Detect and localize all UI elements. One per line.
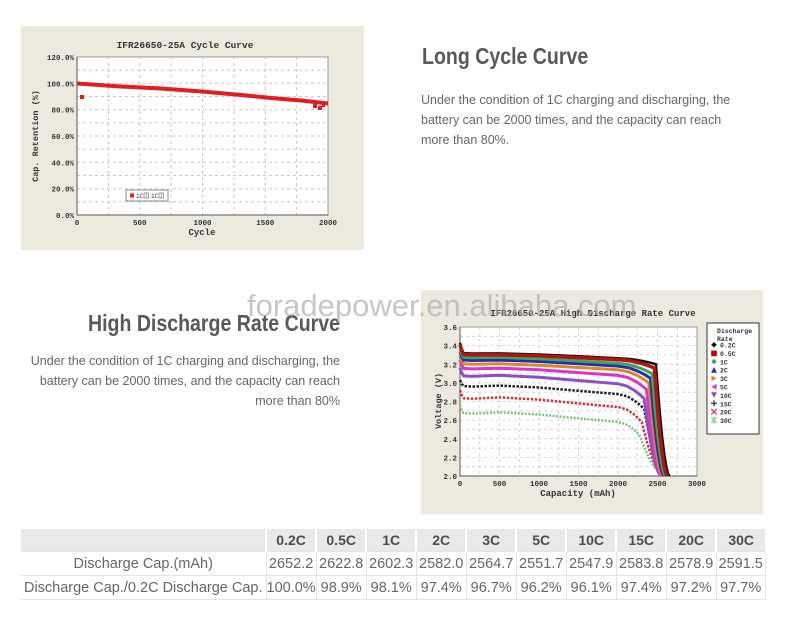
svg-text:Voltage (V): Voltage (V)	[434, 373, 444, 429]
svg-text:1000: 1000	[530, 481, 549, 489]
svg-text:2.0: 2.0	[443, 474, 457, 482]
svg-text:80.0%: 80.0%	[51, 108, 74, 116]
svg-text:500: 500	[133, 220, 147, 228]
svg-text:10C: 10C	[720, 393, 732, 400]
svg-text:30C: 30C	[720, 418, 732, 425]
svg-text:3.0: 3.0	[443, 381, 457, 389]
svg-text:0.2C: 0.2C	[720, 343, 736, 350]
svg-text:60.0%: 60.0%	[51, 134, 74, 142]
svg-text:1500: 1500	[569, 481, 588, 489]
svg-text:500: 500	[493, 481, 507, 489]
svg-text:Capacity (mAh): Capacity (mAh)	[540, 489, 616, 499]
svg-text:0: 0	[458, 481, 463, 489]
svg-text:IFR26650-25A High Discharge Ra: IFR26650-25A High Discharge Rate Curve	[490, 309, 695, 319]
svg-text:3C: 3C	[720, 376, 728, 383]
svg-text:Discharge: Discharge	[717, 328, 752, 335]
svg-text:2.6: 2.6	[443, 418, 457, 426]
svg-text:2C: 2C	[720, 368, 728, 375]
svg-text:0: 0	[75, 220, 80, 228]
svg-text:1000: 1000	[193, 220, 212, 228]
svg-text:1C: 1C	[151, 193, 159, 200]
svg-text:2000: 2000	[609, 481, 628, 489]
svg-text:2000: 2000	[319, 220, 338, 228]
svg-text:100.0%: 100.0%	[47, 81, 75, 89]
svg-text:120.0%: 120.0%	[47, 55, 75, 63]
svg-text:2.4: 2.4	[443, 437, 457, 445]
svg-text:1C: 1C	[720, 359, 728, 366]
svg-text:20.0%: 20.0%	[51, 187, 74, 195]
svg-text:Rate: Rate	[717, 336, 733, 343]
svg-text:2.8: 2.8	[443, 400, 457, 408]
svg-text:3000: 3000	[688, 481, 707, 489]
svg-text:20C: 20C	[720, 410, 732, 417]
svg-text:2500: 2500	[648, 481, 667, 489]
svg-text:0.5C: 0.5C	[720, 351, 736, 358]
svg-text:1C: 1C	[136, 193, 144, 200]
svg-text:3.6: 3.6	[443, 325, 457, 333]
svg-text:2.2: 2.2	[443, 455, 457, 463]
svg-text:IFR26650-25A Cycle Curve: IFR26650-25A Cycle Curve	[117, 40, 254, 51]
svg-text:5C: 5C	[720, 385, 728, 392]
svg-text:40.0%: 40.0%	[51, 160, 74, 168]
svg-text:15C: 15C	[720, 401, 732, 408]
svg-text:3.2: 3.2	[443, 362, 457, 370]
svg-text:Cap. Retention (%): Cap. Retention (%)	[31, 90, 41, 182]
svg-text:1500: 1500	[256, 220, 275, 228]
svg-text:Cycle: Cycle	[188, 228, 215, 238]
svg-text:3.4: 3.4	[443, 344, 457, 352]
svg-text:0.0%: 0.0%	[56, 213, 75, 221]
